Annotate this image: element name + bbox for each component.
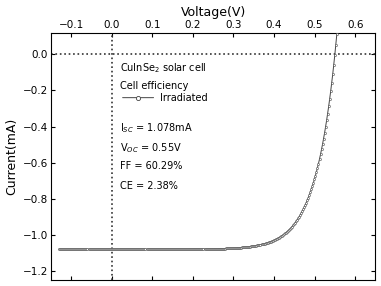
Text: CuInSe$_2$ solar cell: CuInSe$_2$ solar cell — [120, 61, 207, 75]
Text: Cell efficiency: Cell efficiency — [120, 81, 188, 91]
Text: FF = 60.29%: FF = 60.29% — [120, 161, 182, 171]
Text: Irradiated: Irradiated — [160, 93, 208, 103]
Text: CE = 2.38%: CE = 2.38% — [120, 181, 178, 191]
Y-axis label: Current(mA): Current(mA) — [6, 118, 19, 195]
Text: V$_{OC}$ = 0.55V: V$_{OC}$ = 0.55V — [120, 141, 182, 155]
Text: I$_{SC}$ = 1.078mA: I$_{SC}$ = 1.078mA — [120, 121, 193, 135]
X-axis label: Voltage(V): Voltage(V) — [181, 5, 246, 19]
